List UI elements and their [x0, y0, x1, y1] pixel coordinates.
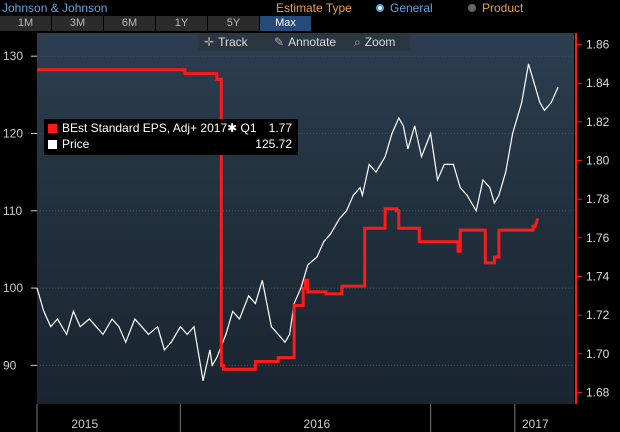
title-bar: Johnson & Johnson Estimate Type General …	[0, 0, 620, 16]
left-tick-label: 90	[3, 358, 17, 372]
track-button[interactable]: ✛ Track	[204, 35, 248, 49]
estimate-type-label: Estimate Type	[276, 1, 352, 15]
tab-6m[interactable]: 6M	[104, 16, 156, 31]
track-label: Track	[218, 35, 248, 49]
right-tick-label: 1.80	[586, 154, 610, 168]
eps-swatch	[48, 124, 57, 133]
option-product[interactable]: Product	[482, 1, 524, 15]
right-tick-label: 1.72	[586, 308, 610, 322]
legend: BEst Standard EPS, Adj+ 2017✱ Q1 1.77 Pr…	[44, 119, 298, 155]
right-tick-label: 1.68	[586, 385, 610, 399]
tab-max[interactable]: Max	[260, 16, 312, 31]
tab-5y[interactable]: 5Y	[208, 16, 260, 31]
company-name[interactable]: Johnson & Johnson	[2, 1, 108, 15]
left-tick-label: 110	[3, 204, 22, 218]
price-swatch	[48, 140, 57, 149]
x-tick-label: 2017	[522, 417, 549, 431]
right-tick-label: 1.82	[586, 115, 610, 129]
crosshair-icon: ✛	[204, 35, 215, 49]
right-tick-label: 1.74	[586, 269, 610, 283]
right-axis-panel	[574, 33, 620, 404]
x-tick-label: 2015	[71, 417, 98, 431]
x-axis-panel	[0, 404, 620, 432]
legend-eps-value: 1.77	[268, 121, 292, 135]
annotate-label: Annotate	[288, 35, 337, 49]
zoom-button[interactable]: ⌕ Zoom	[354, 35, 395, 50]
right-tick-label: 1.86	[586, 38, 610, 52]
pencil-icon: ✎	[274, 35, 285, 49]
annotate-button[interactable]: ✎ Annotate	[274, 35, 336, 49]
tab-3m[interactable]: 3M	[52, 16, 104, 31]
right-tick-label: 1.76	[586, 231, 610, 245]
legend-price-value: 125.72	[255, 137, 292, 151]
zoom-label: Zoom	[364, 35, 396, 49]
tab-1m[interactable]: 1M	[0, 16, 52, 31]
chart-toolbar: ✛ Track ✎ Annotate ⌕ Zoom	[198, 33, 410, 51]
left-tick-label: 130	[3, 49, 23, 63]
tab-1y[interactable]: 1Y	[156, 16, 208, 31]
legend-eps-name: BEst Standard EPS, Adj+ 2017✱ Q1	[62, 121, 257, 135]
magnifier-icon: ⌕	[354, 35, 361, 49]
right-tick-label: 1.84	[586, 76, 610, 90]
legend-price[interactable]: Price 125.72	[48, 137, 294, 152]
plot-area[interactable]	[37, 33, 574, 404]
legend-eps[interactable]: BEst Standard EPS, Adj+ 2017✱ Q1 1.77	[48, 121, 294, 136]
left-tick-label: 120	[3, 126, 23, 140]
x-tick-label: 2016	[304, 417, 331, 431]
option-general[interactable]: General	[390, 1, 433, 15]
range-tabs: 1M 3M 6M 1Y 5Y Max	[0, 16, 620, 32]
legend-price-name: Price	[62, 137, 90, 151]
left-tick-label: 100	[3, 281, 23, 295]
radio-general-icon[interactable]	[376, 4, 384, 12]
left-axis-panel	[0, 33, 37, 404]
right-tick-label: 1.70	[586, 347, 610, 361]
radio-product-icon[interactable]	[468, 4, 476, 12]
price-line	[36, 63, 559, 381]
right-tick-label: 1.78	[586, 192, 610, 206]
eps-line	[37, 68, 540, 371]
